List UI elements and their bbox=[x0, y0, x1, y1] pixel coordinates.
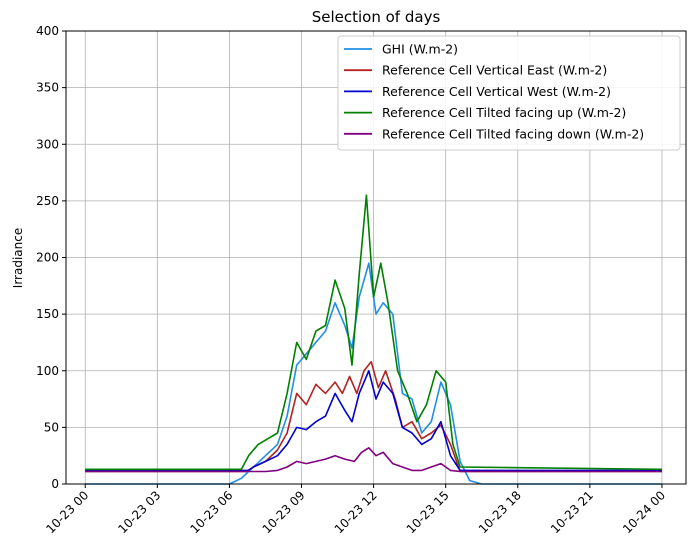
y-axis-ticks: 0 50 100 150 200 250 300 350 400 bbox=[36, 24, 66, 491]
series-line bbox=[85, 360, 662, 473]
series-line bbox=[85, 370, 662, 472]
y-tick-label: 400 bbox=[36, 24, 59, 38]
chart-title: Selection of days bbox=[312, 8, 441, 26]
y-tick-label: 200 bbox=[36, 251, 59, 265]
y-tick-label: 150 bbox=[36, 307, 59, 321]
y-tick-label: 250 bbox=[36, 194, 59, 208]
y-tick-label: 100 bbox=[36, 364, 59, 378]
legend-label: Reference Cell Vertical West (W.m-2) bbox=[382, 84, 611, 99]
legend-box bbox=[337, 35, 681, 151]
y-tick-label: 350 bbox=[36, 81, 59, 95]
legend-label: Reference Cell Tilted facing down (W.m-2… bbox=[382, 126, 644, 141]
legend-label: GHI (W.m-2) bbox=[382, 42, 458, 57]
series-line bbox=[85, 194, 663, 471]
y-tick-label: 0 bbox=[51, 477, 59, 491]
legend: GHI (W.m-2) Reference Cell Vertical East … bbox=[337, 35, 681, 151]
series-lines bbox=[85, 194, 663, 485]
series-line bbox=[85, 262, 662, 485]
y-tick-label: 50 bbox=[44, 420, 59, 434]
y-axis-label: Irradiance bbox=[11, 228, 25, 288]
series-line bbox=[85, 447, 662, 473]
legend-label: Reference Cell Tilted facing up (W.m-2) bbox=[382, 105, 626, 120]
y-tick-label: 300 bbox=[36, 137, 59, 151]
legend-label: Reference Cell Vertical East (W.m-2) bbox=[382, 63, 607, 78]
